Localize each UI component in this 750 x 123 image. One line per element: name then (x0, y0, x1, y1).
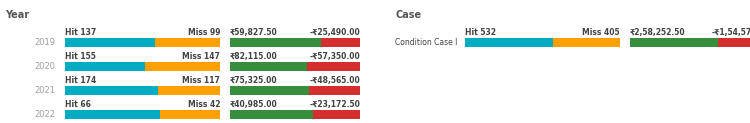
Bar (718, 38, 750, 47)
Bar (465, 38, 553, 47)
Bar (307, 62, 360, 71)
Text: ₹82,115.00: ₹82,115.00 (230, 52, 278, 61)
Bar (313, 110, 360, 119)
Text: -₹1,54,577.50: -₹1,54,577.50 (711, 28, 750, 37)
Text: Year: Year (5, 10, 29, 20)
Bar (158, 86, 220, 95)
Text: Hit 532: Hit 532 (465, 28, 496, 37)
Bar (321, 38, 360, 47)
Text: -₹23,172.50: -₹23,172.50 (309, 100, 360, 109)
Bar (65, 110, 160, 119)
Text: 2019: 2019 (34, 38, 55, 47)
Text: Case: Case (395, 10, 422, 20)
Text: Miss 42: Miss 42 (188, 100, 220, 109)
Text: Hit 155: Hit 155 (65, 52, 96, 61)
Bar (145, 62, 220, 71)
Text: -₹48,565.00: -₹48,565.00 (309, 76, 360, 85)
Bar (65, 86, 158, 95)
Text: Miss 405: Miss 405 (582, 28, 620, 37)
Bar (160, 110, 220, 119)
Text: ₹59,827.50: ₹59,827.50 (230, 28, 278, 37)
Bar (630, 38, 718, 47)
Text: Miss 99: Miss 99 (188, 28, 220, 37)
Text: Hit 137: Hit 137 (65, 28, 96, 37)
Text: 2021: 2021 (34, 86, 55, 95)
Bar (230, 110, 313, 119)
Bar (230, 86, 309, 95)
Text: ₹2,58,252.50: ₹2,58,252.50 (630, 28, 686, 37)
Bar (309, 86, 360, 95)
Text: -₹57,350.00: -₹57,350.00 (309, 52, 360, 61)
Text: -₹25,490.00: -₹25,490.00 (309, 28, 360, 37)
Text: Hit 66: Hit 66 (65, 100, 91, 109)
Text: ₹40,985.00: ₹40,985.00 (230, 100, 278, 109)
Bar (230, 62, 307, 71)
Text: 2020: 2020 (34, 62, 55, 71)
Text: Miss 147: Miss 147 (182, 52, 220, 61)
Text: Hit 174: Hit 174 (65, 76, 96, 85)
Bar (155, 38, 220, 47)
Text: ₹75,325.00: ₹75,325.00 (230, 76, 278, 85)
Bar (65, 38, 155, 47)
Text: 2022: 2022 (34, 110, 55, 119)
Bar (65, 62, 145, 71)
Bar (553, 38, 620, 47)
Text: Miss 117: Miss 117 (182, 76, 220, 85)
Text: Condition Case I: Condition Case I (395, 38, 458, 47)
Bar (230, 38, 321, 47)
